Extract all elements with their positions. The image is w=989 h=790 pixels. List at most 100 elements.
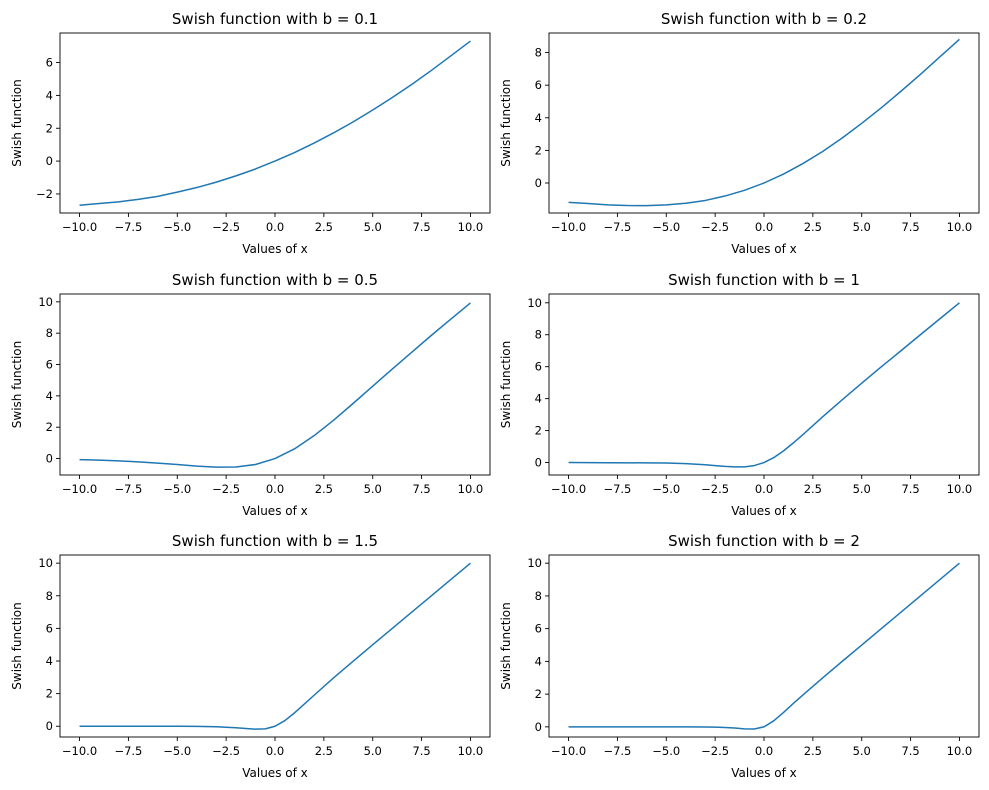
x-tick-label: −7.5 [603, 744, 631, 758]
y-tick-label: 2 [46, 121, 53, 135]
x-tick-label: −7.5 [603, 482, 631, 496]
x-tick-label: −5.0 [652, 482, 680, 496]
x-tick-label: 10.0 [947, 220, 973, 234]
chart-title: Swish function with b = 1.5 [172, 532, 378, 550]
y-axis-label: Swish function [499, 79, 513, 166]
y-tick-label: 6 [46, 358, 53, 372]
axes-frame [548, 554, 980, 738]
chart-title: Swish function with b = 2 [668, 532, 860, 550]
y-tick-label: 6 [46, 56, 53, 70]
y-tick-label: 2 [46, 687, 53, 701]
x-tick-label: −7.5 [114, 482, 142, 496]
x-tick-label: −7.5 [114, 744, 142, 758]
y-tick-label: 0 [535, 456, 542, 470]
x-tick-label: −10.0 [62, 482, 97, 496]
x-tick-label: 2.5 [315, 220, 333, 234]
x-tick-label: 5.0 [853, 482, 871, 496]
axes-frame [59, 32, 491, 214]
x-tick-label: −2.5 [701, 482, 729, 496]
x-tick-label: −10.0 [551, 744, 586, 758]
y-tick-label: 6 [46, 621, 53, 635]
x-tick-label: 10.0 [947, 482, 973, 496]
y-tick-label: 0 [46, 452, 53, 466]
y-tick-label: 4 [535, 111, 542, 125]
x-axis-label: Values of x [242, 242, 308, 256]
subplot-1: Swish function with b = 0.1 −10.0 −7.5 −5.0… [10, 10, 491, 256]
y-tick-label: 6 [535, 360, 542, 374]
subplot-5: Swish function with b = 1.5 −10.0 −7.5 −5.0… [10, 532, 491, 780]
x-tick-label: −10.0 [551, 482, 586, 496]
chart-title: Swish function with b = 0.5 [172, 271, 378, 289]
x-tick-label: −2.5 [212, 220, 240, 234]
x-axis-label: Values of x [731, 766, 797, 780]
x-tick-label: −5.0 [652, 220, 680, 234]
x-tick-label: 2.5 [804, 744, 822, 758]
x-tick-label: 5.0 [364, 220, 382, 234]
y-axis-label: Swish function [10, 341, 24, 428]
x-tick-label: −5.0 [163, 220, 191, 234]
y-tick-label: 8 [535, 589, 542, 603]
x-axis-label: Values of x [242, 766, 308, 780]
x-tick-label: 7.5 [901, 744, 919, 758]
series-line-1 [568, 562, 960, 730]
x-tick-label: −5.0 [163, 482, 191, 496]
x-tick-label: 7.5 [412, 744, 430, 758]
y-tick-label: 4 [535, 392, 542, 406]
x-tick-label: −2.5 [212, 482, 240, 496]
y-tick-label: 0 [46, 154, 53, 168]
x-tick-label: 5.0 [853, 744, 871, 758]
y-axis-label: Swish function [499, 341, 513, 428]
chart-title: Swish function with b = 1 [668, 271, 860, 289]
y-tick-label: 0 [535, 176, 542, 190]
x-tick-label: 0.0 [266, 744, 284, 758]
y-tick-label: 0 [535, 720, 542, 734]
x-tick-label: 0.0 [266, 220, 284, 234]
x-tick-label: 2.5 [804, 482, 822, 496]
x-tick-label: −7.5 [603, 220, 631, 234]
x-tick-label: −10.0 [62, 744, 97, 758]
x-axis-label: Values of x [731, 242, 797, 256]
x-tick-label: −7.5 [114, 220, 142, 234]
x-tick-label: 0.0 [755, 482, 773, 496]
y-tick-label: 4 [46, 88, 53, 102]
y-tick-label: 10 [527, 296, 542, 310]
y-tick-label: 8 [535, 328, 542, 342]
x-tick-label: 5.0 [364, 744, 382, 758]
chart-title: Swish function with b = 0.1 [172, 10, 378, 28]
y-tick-label: 4 [46, 654, 53, 668]
y-axis-label: Swish function [10, 602, 24, 689]
y-tick-label: 6 [535, 622, 542, 636]
y-axis-label: Swish function [499, 602, 513, 689]
y-tick-label: 6 [535, 78, 542, 92]
x-tick-label: −2.5 [212, 744, 240, 758]
y-tick-label: 10 [38, 295, 53, 309]
x-tick-label: 7.5 [412, 482, 430, 496]
x-tick-label: −5.0 [163, 744, 191, 758]
axes-frame [59, 293, 491, 476]
x-tick-label: −2.5 [701, 744, 729, 758]
y-tick-label: 2 [535, 687, 542, 701]
x-tick-label: −10.0 [551, 220, 586, 234]
x-tick-label: 7.5 [901, 220, 919, 234]
subplot-2: Swish function with b = 0.2 −10.0 −7.5 −5.0… [499, 10, 980, 256]
x-tick-label: 7.5 [901, 482, 919, 496]
x-tick-label: 10.0 [458, 220, 484, 234]
subplot-6: Swish function with b = 2 −10.0 −7.5 −5.0 −2… [499, 532, 980, 780]
axes-frame [548, 293, 980, 476]
y-tick-label: 10 [527, 556, 542, 570]
chart-title: Swish function with b = 0.2 [661, 10, 867, 28]
y-axis-label: Swish function [10, 79, 24, 166]
subplot-3: Swish function with b = 0.5 −10.0 −7.5 −5.0… [10, 271, 491, 518]
x-tick-label: −10.0 [62, 220, 97, 234]
y-tick-label: −2 [36, 187, 53, 201]
y-tick-label: 2 [46, 420, 53, 434]
y-tick-label: 10 [38, 556, 53, 570]
y-tick-label: 4 [535, 654, 542, 668]
x-tick-label: 5.0 [853, 220, 871, 234]
series-line-1 [79, 302, 471, 468]
x-axis-label: Values of x [731, 504, 797, 518]
x-tick-label: 0.0 [266, 482, 284, 496]
x-tick-label: 10.0 [458, 482, 484, 496]
series-line-1 [568, 38, 960, 207]
